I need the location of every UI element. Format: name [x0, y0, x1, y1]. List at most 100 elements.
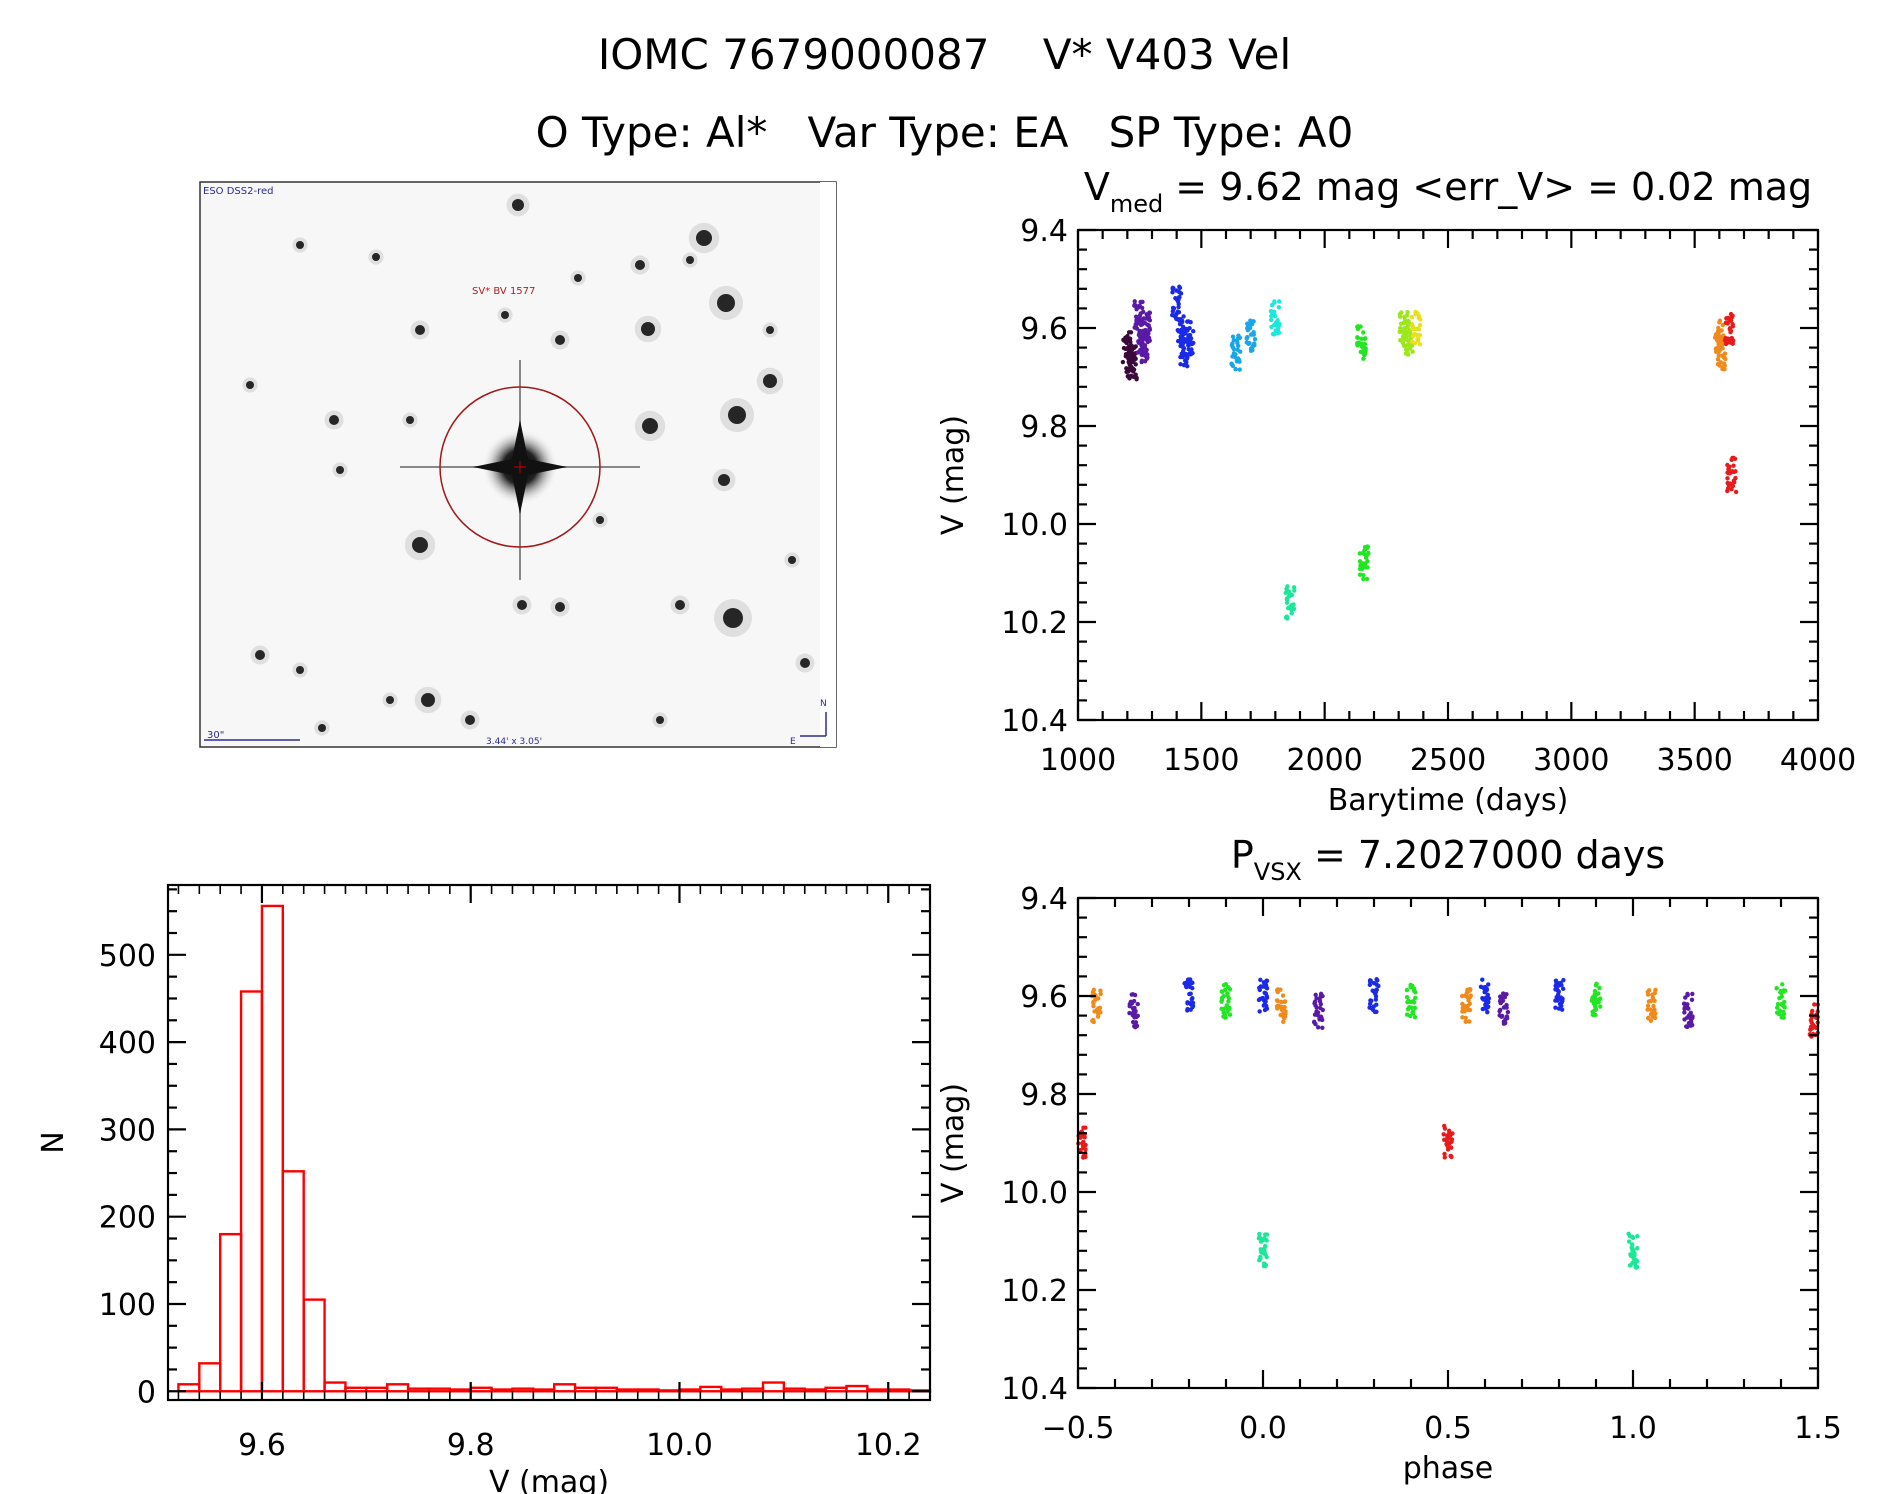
data-point [1651, 997, 1656, 1003]
data-point [1409, 339, 1415, 344]
data-point [1190, 1000, 1196, 1006]
x-tick-label: 1000 [1040, 743, 1116, 778]
histogram-bar [239, 990, 264, 1393]
data-point [1721, 361, 1727, 366]
data-point [1405, 1006, 1411, 1012]
data-point [1725, 462, 1730, 468]
data-point [1405, 343, 1410, 348]
aperture-circle [439, 386, 601, 548]
data-point [1467, 1001, 1472, 1007]
data-point [1731, 469, 1737, 475]
data-point [1183, 351, 1189, 357]
data-point [1096, 1008, 1102, 1013]
data-point [1188, 991, 1193, 996]
data-point [1442, 1151, 1447, 1157]
data-point [1189, 981, 1194, 986]
histogram-bar [678, 1388, 702, 1393]
data-point [1412, 1015, 1418, 1020]
data-point [1187, 984, 1192, 989]
data-point [1191, 329, 1196, 334]
data-point [1559, 983, 1564, 988]
data-point [1284, 596, 1290, 602]
data-point [1130, 344, 1135, 349]
data-point [1126, 374, 1132, 379]
data-point [1812, 1002, 1817, 1007]
data-point [1128, 364, 1134, 369]
data-point [1080, 1141, 1085, 1146]
data-point [1418, 317, 1423, 322]
data-point [1268, 317, 1274, 323]
data-point [1133, 303, 1138, 308]
scale-label: 30" [207, 730, 224, 741]
star [372, 253, 380, 261]
data-point [1466, 998, 1471, 1003]
data-point [1463, 1019, 1468, 1024]
data-point [1648, 1018, 1654, 1023]
data-point [1554, 994, 1559, 1000]
data-point [1722, 338, 1728, 343]
data-point [1137, 313, 1143, 318]
data-point [1171, 285, 1176, 291]
data-point [1132, 299, 1137, 304]
y-axis-label: V (mag) [936, 415, 971, 535]
data-point [1251, 319, 1256, 324]
histogram-bar [553, 1383, 577, 1393]
star [336, 466, 344, 474]
data-point [1646, 999, 1652, 1004]
page-subtitle: O Type: Al* Var Type: EA SP Type: A0 [535, 108, 1354, 157]
data-point [1263, 991, 1269, 996]
data-point [1142, 359, 1148, 364]
data-point [1410, 999, 1416, 1004]
data-point [1275, 326, 1281, 332]
data-point [1134, 306, 1139, 312]
data-point [1359, 561, 1365, 566]
data-point [1442, 1137, 1447, 1143]
data-point [1413, 309, 1419, 315]
data-point [1263, 999, 1268, 1004]
data-point [1130, 1012, 1136, 1018]
data-point [1258, 1247, 1263, 1252]
data-point [1315, 1025, 1321, 1030]
data-point [1500, 1013, 1505, 1019]
data-point [1248, 348, 1254, 353]
data-point [1553, 987, 1558, 992]
data-point [1186, 319, 1191, 324]
data-point [1134, 377, 1139, 382]
data-point [1416, 313, 1422, 319]
x-tick-label: 0.0 [1239, 1411, 1287, 1446]
data-point [1404, 1012, 1410, 1017]
y-tick-label: 0 [137, 1375, 156, 1410]
data-point [1140, 299, 1145, 305]
data-point [1722, 367, 1727, 372]
data-point [1279, 999, 1284, 1005]
data-point [1257, 987, 1263, 993]
data-point [1139, 359, 1144, 365]
data-point [1225, 993, 1230, 998]
data-point [1367, 982, 1373, 987]
data-point [1258, 1239, 1264, 1244]
data-point [1276, 299, 1282, 304]
data-point [1179, 351, 1184, 356]
data-point [1128, 339, 1133, 345]
data-point [1250, 344, 1255, 349]
data-point [1467, 1007, 1473, 1013]
data-point [1553, 998, 1558, 1003]
data-point [1127, 367, 1133, 373]
x-tick-label: 1.0 [1609, 1411, 1657, 1446]
data-point [1719, 328, 1724, 333]
data-point [1130, 992, 1136, 997]
data-point [1781, 1009, 1786, 1015]
star [656, 716, 664, 724]
data-point [1726, 471, 1732, 476]
data-point [1727, 318, 1733, 324]
star [717, 294, 735, 312]
data-point [1724, 316, 1729, 321]
data-point [1127, 1004, 1132, 1009]
data-point [1235, 343, 1241, 349]
data-point [1123, 352, 1129, 357]
data-point [1733, 489, 1739, 495]
star [421, 693, 435, 707]
histogram-bar [573, 1386, 598, 1393]
data-point [1178, 291, 1184, 296]
